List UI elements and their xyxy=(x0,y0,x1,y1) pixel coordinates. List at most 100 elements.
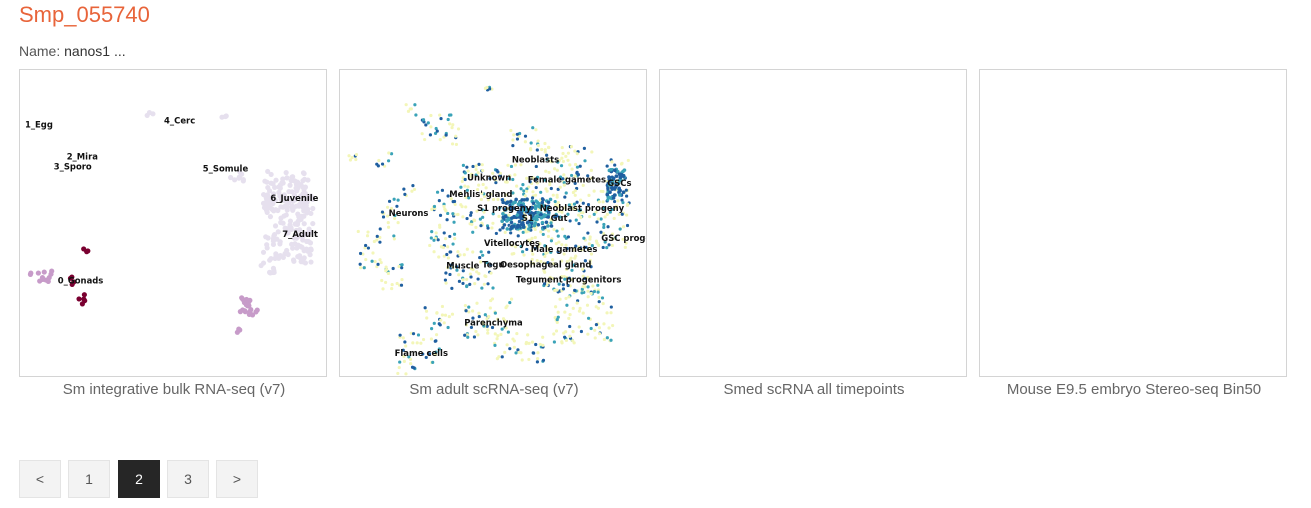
prev-page-button[interactable]: < xyxy=(19,460,61,498)
scatter-point xyxy=(498,171,502,175)
scatter-point xyxy=(392,197,396,201)
scatter-point xyxy=(601,231,606,236)
scatter-point xyxy=(556,160,560,164)
scatter-point xyxy=(504,326,508,330)
scatter-point xyxy=(612,216,616,221)
scatter-point xyxy=(472,218,476,222)
scatter-point xyxy=(402,359,406,363)
scatter-point xyxy=(399,283,404,287)
page-3-button[interactable]: 3 xyxy=(167,460,209,498)
scatter-point xyxy=(515,184,519,188)
scatter-point xyxy=(560,227,565,231)
scatter-point xyxy=(308,195,314,201)
scatter-point xyxy=(556,310,560,314)
scatter-point xyxy=(586,285,590,289)
scatter-point xyxy=(534,342,538,347)
smed-scrna-plot-card[interactable] xyxy=(659,69,967,377)
scatter-point xyxy=(606,225,610,229)
scatter-point xyxy=(444,271,448,275)
scatter-point xyxy=(565,267,569,271)
scatter-point xyxy=(496,334,500,338)
scatter-point xyxy=(416,333,421,337)
sc-rnaseq-plot-card[interactable]: Neoblasts Unknown Female gametes GSCs Me… xyxy=(339,69,647,377)
scatter-point xyxy=(292,221,298,227)
scatter-point xyxy=(613,199,617,204)
scatter-point xyxy=(508,174,512,178)
scatter-point xyxy=(461,163,465,167)
bulk-rnaseq-plot-card[interactable]: 1_Egg 4_Cerc 2_Mira 3_Sporo 5_Somule 6_J… xyxy=(19,69,327,377)
scatter-point xyxy=(402,354,406,359)
scatter-point xyxy=(262,203,268,209)
scatter-point xyxy=(614,174,619,178)
scatter-point xyxy=(603,240,607,244)
scatter-point xyxy=(532,223,537,228)
scatter-point xyxy=(594,305,598,309)
scatter-point xyxy=(310,221,316,227)
scatter-point xyxy=(308,210,314,217)
scatter-point xyxy=(383,164,387,168)
scatter-point xyxy=(495,337,499,341)
scatter-point xyxy=(527,211,532,216)
scatter-point xyxy=(626,202,630,206)
scatter-point xyxy=(557,240,561,244)
scatter-point xyxy=(525,176,529,180)
scatter-point xyxy=(550,276,554,281)
scatter-point xyxy=(451,212,455,216)
scatter-point xyxy=(531,190,535,194)
scatter-point xyxy=(531,252,535,256)
scatter-point xyxy=(572,263,576,267)
scatter-point xyxy=(442,254,446,258)
plot-label: GSCs xyxy=(607,178,631,188)
scatter-point xyxy=(498,228,502,232)
plot-label: GSC progeny xyxy=(601,233,646,243)
scatter-point xyxy=(307,252,313,258)
scatter-point xyxy=(35,270,41,276)
scatter-point xyxy=(289,203,295,209)
gene-name-value[interactable]: nanos1 ... xyxy=(64,43,126,59)
scatter-point xyxy=(448,272,452,277)
scatter-point xyxy=(562,173,566,177)
scatter-point xyxy=(424,355,428,360)
scatter-point xyxy=(573,162,578,167)
scatter-point xyxy=(375,234,379,238)
scatter-point xyxy=(535,258,539,263)
scatter-point xyxy=(354,153,359,157)
scatter-point xyxy=(501,225,505,230)
scatter-point xyxy=(461,281,465,285)
scatter-point xyxy=(432,204,437,209)
scatter-point xyxy=(525,220,530,225)
scatter-point xyxy=(559,164,564,168)
scatter-point xyxy=(437,255,441,259)
scatter-point xyxy=(515,137,520,141)
scatter-point xyxy=(564,154,568,158)
scatter-point xyxy=(497,355,501,359)
plot-label: 7_Adult xyxy=(282,229,318,239)
scatter-point xyxy=(562,252,566,256)
scatter-point xyxy=(270,236,276,242)
scatter-point xyxy=(556,187,560,191)
scatter-point xyxy=(480,163,484,167)
page-2-button[interactable]: 2 xyxy=(118,460,160,498)
scatter-point xyxy=(497,214,501,218)
scatter-point xyxy=(581,267,585,271)
next-page-button[interactable]: > xyxy=(216,460,258,498)
mouse-stereoseq-plot-card[interactable] xyxy=(979,69,1287,377)
scatter-point xyxy=(471,230,475,234)
scatter-point xyxy=(536,143,540,148)
scatter-point xyxy=(549,186,553,191)
scatter-point xyxy=(456,250,460,254)
scatter-point xyxy=(574,218,578,222)
scatter-point xyxy=(600,296,605,300)
plot-label: Female gametes xyxy=(528,174,606,184)
scatter-point xyxy=(438,138,442,142)
plot-label: 2_Mira xyxy=(67,151,99,161)
scatter-point xyxy=(577,245,581,249)
scatter-point xyxy=(534,128,538,132)
scatter-point xyxy=(587,193,591,197)
scatter-point xyxy=(433,339,437,343)
scatter-point xyxy=(620,198,624,202)
scatter-point xyxy=(372,239,376,244)
scatter-point xyxy=(444,237,448,241)
page-1-button[interactable]: 1 xyxy=(68,460,110,498)
scatter-point xyxy=(556,234,560,238)
